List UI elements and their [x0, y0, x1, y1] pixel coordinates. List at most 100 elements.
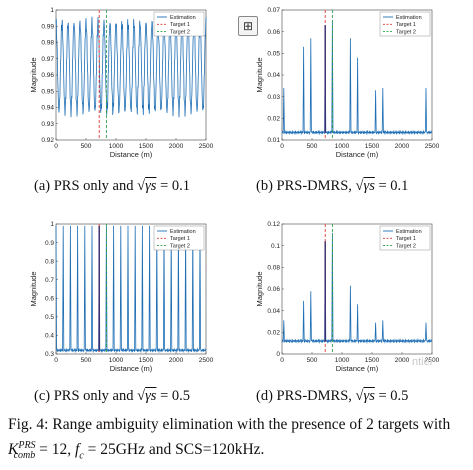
x-tick-label: 2000: [395, 143, 410, 150]
legend-entry: Target 1: [396, 236, 416, 242]
caption-b-text: (b) PRS-DMRS,: [256, 178, 352, 194]
x-tick-label: 1500: [139, 143, 154, 150]
legend-entry: Estimation: [396, 229, 422, 235]
legend-entry: Target 1: [170, 236, 190, 242]
x-axis-label: Distance (m): [336, 150, 379, 159]
legend-entry: Target 2: [396, 243, 416, 249]
k-sup: PRS: [18, 440, 36, 451]
y-tick-label: 0.93: [41, 121, 54, 128]
y-tick-label: 0.4: [45, 333, 54, 340]
figure-caption-part3: = 25GHz and SCS=120kHz.: [87, 441, 265, 459]
x-tick-label: 2500: [425, 357, 440, 364]
legend-entry: Estimation: [170, 15, 196, 21]
y-tick-label: 0.97: [41, 56, 54, 63]
series-estimation: [55, 16, 207, 118]
y-tick-label: 0.94: [41, 105, 54, 112]
x-tick-label: 1500: [365, 143, 380, 150]
y-tick-label: 0.95: [41, 88, 54, 95]
x-tick-label: 1000: [109, 143, 124, 150]
sqrt-gamma: √γs: [137, 178, 157, 194]
legend-entry: Target 1: [170, 22, 190, 28]
x-tick-label: 500: [307, 143, 318, 150]
x-tick-label: 0: [280, 357, 284, 364]
legend-entry: Estimation: [170, 229, 196, 235]
x-axis-label: Distance (m): [110, 150, 153, 159]
caption-b: (b) PRS-DMRS, √γs = 0.1: [256, 178, 408, 195]
figure-caption: Fig. 4: Range ambiguity elimination with…: [8, 414, 470, 466]
caption-d-text: (d) PRS-DMRS,: [256, 388, 352, 404]
x-tick-label: 2500: [199, 143, 214, 150]
y-tick-label: 0.1: [271, 243, 280, 250]
plot-c: 0 500 1000 1500 2000 2500 0.3 0.4 0.5 0.6 0.7 0.8 0.…: [29, 221, 214, 373]
y-tick-label: 0.99: [41, 23, 54, 30]
y-tick-label: 0.6: [45, 295, 54, 302]
sqrt-gamma: √γs: [355, 178, 375, 194]
x-tick-label: 2000: [169, 357, 184, 364]
x-tick-label: 2000: [395, 357, 410, 364]
legend-entry: Target 1: [396, 22, 416, 28]
series-estimation: [281, 20, 433, 136]
y-tick-label: 0.5: [45, 314, 54, 321]
caption-c-value: = 0.5: [160, 388, 190, 404]
series-estimation: [281, 232, 433, 345]
x-tick-label: 2000: [169, 143, 184, 150]
y-tick-label: 0.3: [45, 351, 54, 358]
y-axis-label: Magnitude: [29, 57, 38, 92]
plot-d: 0 500 1000 1500 2000 2500 0 0.02 0.04 0.06 0.08 0.1…: [255, 221, 440, 373]
figure-caption-part2: = 12,: [39, 441, 72, 459]
x-tick-label: 2500: [425, 143, 440, 150]
x-tick-label: 1500: [365, 357, 380, 364]
caption-d: (d) PRS-DMRS, √γs = 0.5: [256, 388, 408, 405]
sqrt-gamma: √γs: [137, 388, 157, 404]
x-tick-label: 500: [81, 357, 92, 364]
x-tick-label: 1000: [335, 143, 350, 150]
caption-a-value: = 0.1: [160, 178, 190, 194]
x-tick-label: 500: [81, 143, 92, 150]
y-tick-label: 0.06: [267, 29, 280, 36]
caption-c-text: (c) PRS only and: [34, 388, 134, 404]
x-axis-label: Distance (m): [336, 364, 379, 373]
plot-b: 0 500 1000 1500 2000 2500 0.01 0.02 0.03 0.04 0.05…: [255, 7, 440, 159]
y-tick-label: 0.05: [267, 51, 280, 58]
caption-c: (c) PRS only and √γs = 0.5: [34, 388, 190, 405]
y-tick-label: 0.08: [267, 265, 280, 272]
y-tick-label: 0.96: [41, 72, 54, 79]
caption-a: (a) PRS only and √γs = 0.1: [34, 178, 190, 195]
y-axis-label: Magnitude: [255, 57, 264, 92]
y-tick-label: 0.01: [267, 137, 280, 144]
y-tick-label: 0.12: [267, 221, 280, 228]
y-tick-label: 0.04: [267, 72, 280, 79]
y-tick-label: 0.02: [267, 330, 280, 337]
x-tick-label: 1000: [335, 357, 350, 364]
y-tick-label: 0.7: [45, 277, 54, 284]
x-tick-label: 0: [54, 357, 58, 364]
legend-entry: Target 2: [170, 29, 190, 35]
y-axis-label: Magnitude: [29, 271, 38, 306]
y-tick-label: 1: [50, 221, 54, 228]
caption-b-value: = 0.1: [378, 178, 409, 194]
watermark: ntier: [412, 356, 434, 368]
y-tick-label: 0: [276, 351, 280, 358]
crop-icon[interactable]: ⊞: [238, 16, 258, 36]
x-tick-label: 500: [307, 357, 318, 364]
y-tick-label: 0.92: [41, 137, 54, 144]
x-tick-label: 0: [280, 143, 284, 150]
y-axis-label: Magnitude: [255, 271, 264, 306]
figure-caption-part1: Fig. 4: Range ambiguity elimination with…: [8, 416, 451, 433]
series-estimation: [55, 225, 207, 354]
y-tick-label: 1: [50, 7, 54, 14]
plot-a: 0 500 1000 1500 2000 2500 0.92 0.93 0.94 0.95 0.96…: [29, 7, 214, 159]
sqrt-gamma: √γs: [355, 388, 375, 404]
x-tick-label: 0: [54, 143, 58, 150]
x-axis-label: Distance (m): [110, 364, 153, 373]
caption-a-text: (a) PRS only and: [34, 178, 134, 194]
fc-sub: c: [79, 450, 84, 462]
y-tick-label: 0.02: [267, 116, 280, 123]
y-tick-label: 0.03: [267, 94, 280, 101]
y-tick-label: 0.06: [267, 286, 280, 293]
y-tick-label: 0.04: [267, 308, 280, 315]
x-tick-label: 1000: [109, 357, 124, 364]
x-tick-label: 1500: [139, 357, 154, 364]
caption-d-value: = 0.5: [378, 388, 409, 404]
legend-entry: Target 2: [170, 243, 190, 249]
